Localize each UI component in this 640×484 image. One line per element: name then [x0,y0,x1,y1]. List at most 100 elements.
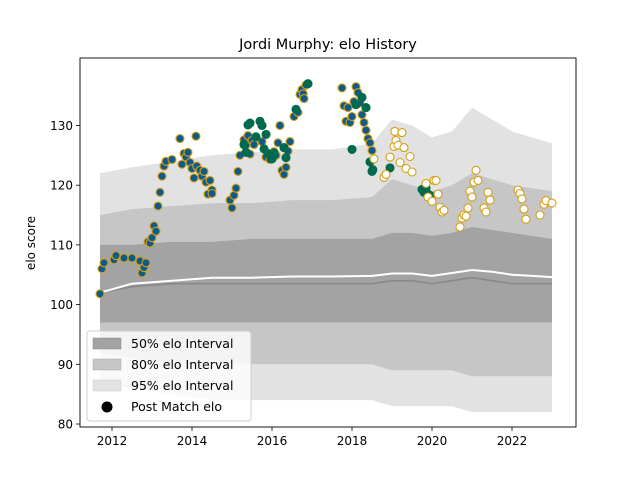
post-match-point-team_c [399,143,409,153]
post-match-point-team_c [407,167,417,177]
post-match-point-team_b [291,104,301,114]
y-tick-label: 130 [50,119,73,133]
post-match-point-team_a [281,162,291,172]
x-tick-label: 2022 [497,434,528,448]
post-match-point-team_a [183,147,193,157]
post-match-point-team_a [155,187,165,197]
post-match-point-team_a [151,226,161,236]
post-match-point-team_a [111,251,121,261]
post-match-point-team_b [269,148,279,158]
post-match-point-team_a [207,188,217,199]
post-match-point-team_c [471,165,481,175]
post-match-point-team_a [343,103,353,113]
post-match-point-team_a [233,166,243,176]
post-match-point-team_b [241,147,251,157]
x-tick-label: 2018 [337,434,368,448]
post-match-point-team_a [119,253,129,263]
x-tick-label: 2014 [177,434,208,448]
post-match-point-team_c [427,196,437,206]
post-match-point-team_c [397,128,407,138]
post-match-point-team_c [433,189,443,199]
post-match-point-team_a [365,138,375,148]
post-match-point-team_a [249,140,259,150]
post-match-point-team_b [303,79,313,89]
x-tick-label: 2012 [97,434,128,448]
band-50 [100,227,552,323]
post-match-point-team_a [347,111,357,122]
post-match-point-team_b [357,92,367,102]
post-match-point-team_c [519,204,529,214]
legend-swatch-95 [92,379,122,392]
post-match-point-team_c [517,194,527,204]
post-match-point-team_a [153,201,163,211]
post-match-point-team_a [147,233,157,243]
post-match-point-team_c [547,198,557,208]
post-match-point-team_b [257,120,267,131]
legend-swatch-50 [92,337,122,350]
post-match-point-team_b [385,163,395,173]
legend-label-95: 95% elo Interval [131,378,233,393]
post-match-point-team_a [359,117,369,128]
post-match-point-team_a [191,131,201,141]
post-match-point-team_b [281,153,291,163]
post-match-point-team_b [279,143,289,153]
post-match-point-team_c [405,151,415,162]
post-match-point-team_a [157,171,167,181]
post-match-point-team_b [368,165,378,175]
post-match-point-team_c [369,154,379,164]
post-match-point-team_b [239,140,249,150]
post-match-point-team_b [351,100,361,110]
post-match-point-team_a [337,83,347,93]
post-match-point-team_c [381,169,391,179]
post-match-point-team_b [245,118,255,128]
post-match-point-team_c [390,126,400,136]
plot-frame [79,57,577,428]
post-match-point-team_c [483,187,493,197]
post-match-point-team_a [99,258,109,268]
post-match-point-team_a [285,137,295,147]
post-match-point-team_a [231,183,241,193]
post-match-point-team_c [485,195,495,205]
y-tick-label: 100 [50,298,73,312]
x-tick-label: 2020 [417,434,448,448]
legend-label-50: 50% elo Interval [131,336,233,351]
post-match-points [95,79,557,299]
post-match-point-team_c [431,175,441,185]
post-match-point-team_a [141,258,151,268]
post-match-point-team_c [521,214,531,224]
post-match-point-team_b [347,144,357,154]
post-match-point-team_a [127,253,137,263]
y-tick-label: 90 [58,358,73,372]
post-match-point-team_c [461,211,471,221]
post-match-point-team_c [473,175,483,185]
y-tick-label: 80 [58,418,73,432]
legend: 50% elo Interval 80% elo Interval 95% el… [86,330,252,422]
post-match-point-team_c [385,152,395,162]
post-match-point-team_c [455,222,465,232]
post-match-point-team_a [167,154,177,165]
post-match-point-team_c [395,157,405,168]
post-match-point-team_c [535,210,545,220]
y-axis-label: elo score [24,216,38,270]
post-match-point-team_a [199,166,209,176]
post-match-point-team_a [177,159,187,169]
y-tick-label: 110 [50,238,73,252]
post-match-point-team_c [463,203,473,213]
post-match-point-team_c [421,178,431,188]
post-match-point-team_a [227,203,237,213]
mean-line [99,268,553,294]
post-match-point-team_a [367,145,377,156]
x-tick-label: 2016 [257,434,288,448]
post-match-point-team_a [275,120,285,131]
post-match-point-team_a [175,134,185,144]
post-match-point-team_c [481,207,491,217]
legend-label-post-match: Post Match elo [131,399,222,414]
post-match-point-team_b [251,132,261,142]
legend-frame [86,330,252,422]
post-match-point-team_a [273,138,283,148]
post-match-point-team_a [205,175,215,185]
median-line [99,276,552,294]
legend-swatch-80 [92,358,122,371]
y-axis: 80 90 100 110 120 130 [50,119,80,432]
